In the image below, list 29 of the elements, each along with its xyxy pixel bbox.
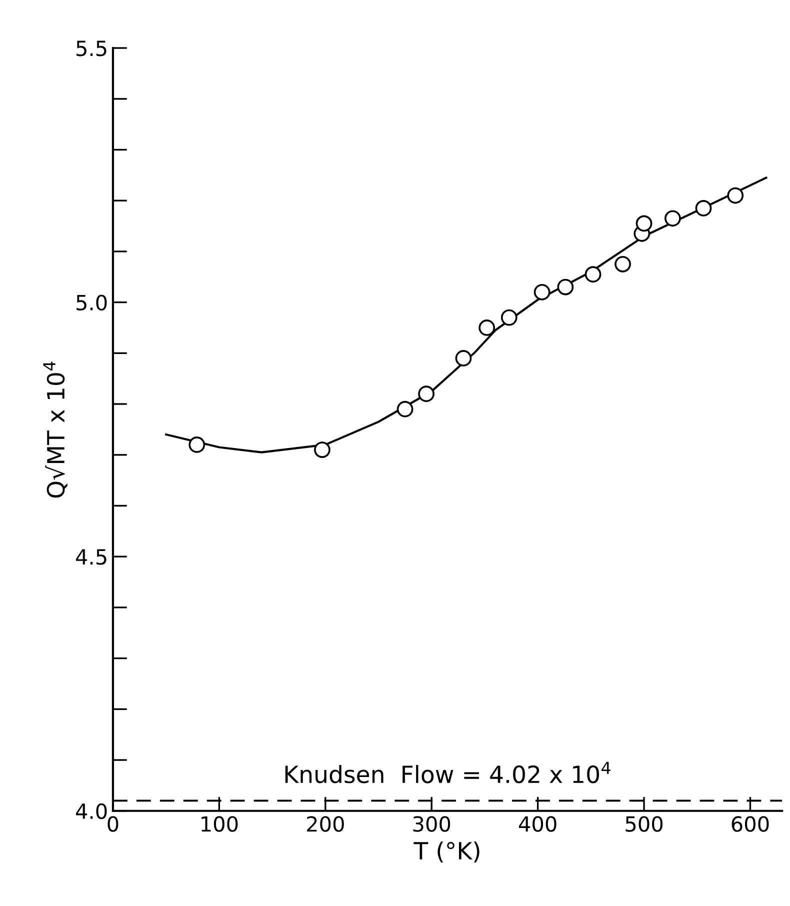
point [614, 256, 631, 272]
point [396, 400, 414, 418]
x-tick-label: 200 [307, 816, 344, 832]
y-tick-label: 5.5 [76, 40, 106, 56]
point [636, 215, 652, 232]
point [478, 320, 496, 336]
x-tick-label: 600 [732, 816, 769, 832]
y-tick-label: 5.0 [76, 294, 107, 311]
x-tick-label: 400 [518, 816, 556, 832]
point [534, 284, 550, 300]
point [500, 309, 518, 326]
point [695, 200, 712, 216]
point [664, 210, 681, 227]
y-axis-title: Q√MT x 10$^{4}$ [43, 362, 68, 498]
point [188, 436, 206, 453]
x-axis-title: T (°K) [414, 841, 480, 863]
point [455, 350, 472, 366]
x-tick-label: 300 [413, 816, 450, 832]
x-tick-label: 500 [626, 816, 663, 832]
ref-line-label: Knudsen Flow = 4.02 x 10$^{4}$ [285, 762, 610, 784]
x-tick-label: 100 [202, 816, 238, 832]
point [418, 386, 434, 402]
point [727, 187, 744, 204]
y-tick-label: 4.5 [76, 549, 106, 565]
point [314, 442, 330, 458]
point [584, 266, 602, 283]
y-tick-label: 4.0 [76, 803, 107, 820]
point [557, 278, 574, 296]
x-tick-label: 0 [108, 816, 118, 832]
